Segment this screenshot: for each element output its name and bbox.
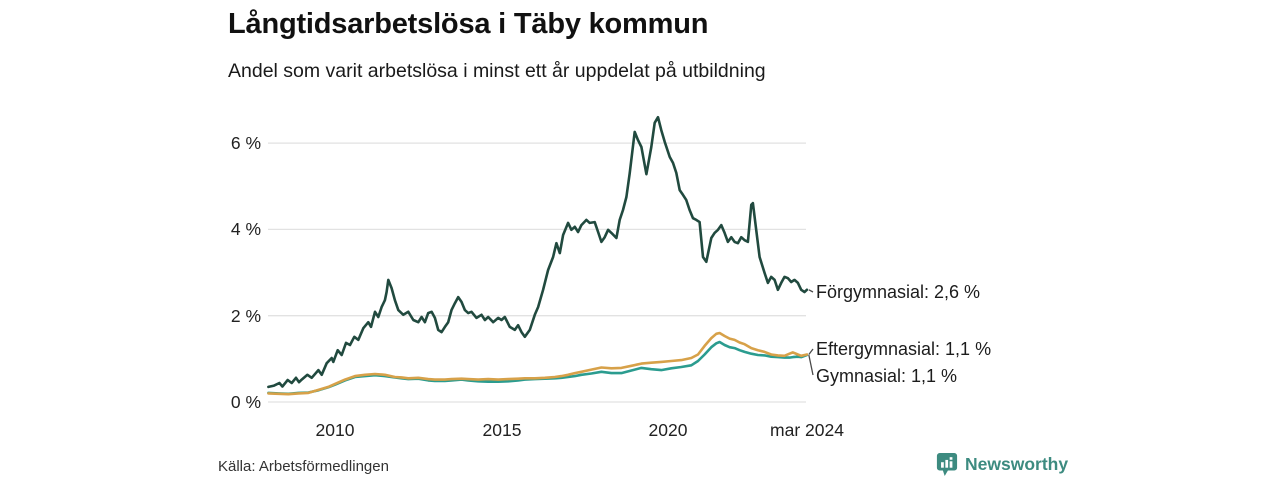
- x-tick-label: mar 2024: [770, 420, 844, 440]
- x-tick-label: 2010: [315, 420, 355, 440]
- newsworthy-logo-icon: [936, 452, 958, 477]
- y-tick-label: 0 %: [230, 392, 261, 412]
- y-tick-label: 2 %: [230, 306, 261, 326]
- x-tick-label: 2020: [648, 420, 688, 440]
- chart-guide-line: [808, 289, 814, 293]
- y-tick-label: 4 %: [230, 219, 261, 239]
- newsworthy-branding: Newsworthy: [936, 452, 1068, 477]
- chart-guide-line: [808, 354, 814, 376]
- data-series-line: [267, 340, 809, 396]
- data-series-line: [267, 115, 809, 389]
- page-subtitle: Andel som varit arbetslösa i minst ett å…: [228, 60, 766, 82]
- page-title: Långtidsarbetslösa i Täby kommun: [228, 8, 709, 40]
- series-end-label-forgymnasial: Förgymnasial: 2,6 %: [816, 282, 981, 302]
- newsworthy-wordmark: Newsworthy: [965, 454, 1069, 474]
- x-tick-label: 2015: [482, 420, 522, 440]
- source-note: Källa: Arbetsförmedlingen: [218, 458, 389, 475]
- series-end-label-gymnasial: Gymnasial: 1,1 %: [816, 366, 958, 386]
- chart-guide-line: [808, 348, 814, 355]
- y-tick-label: 6 %: [230, 133, 261, 153]
- data-series-line: [267, 331, 809, 396]
- series-end-label-eftergymnasial: Eftergymnasial: 1,1 %: [816, 339, 992, 359]
